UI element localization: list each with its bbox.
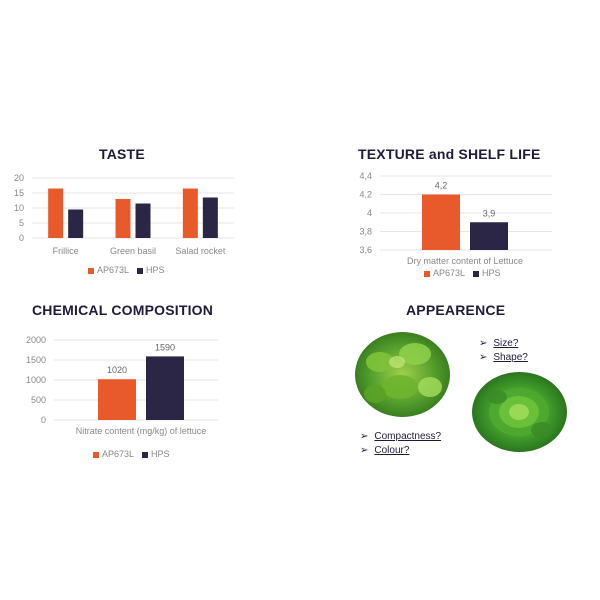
lettuce-compact-image bbox=[472, 372, 567, 452]
legend-label: AP673L bbox=[102, 449, 135, 459]
legend-item-hps: HPS bbox=[142, 449, 170, 459]
data-label: 1590 bbox=[155, 342, 175, 352]
y-tick-label: 4,4 bbox=[359, 171, 372, 181]
texture-chart: 3,6 3,8 4 4,2 4,4 4,2 3,9 Dry matter content of… bbox=[359, 171, 552, 266]
legend-item-ap673l: AP673L bbox=[93, 449, 134, 459]
bullet-compactness: ➢ Compactness? bbox=[360, 430, 441, 444]
arrow-bullet-icon: ➢ bbox=[479, 352, 488, 363]
y-tick-label: 20 bbox=[14, 173, 24, 183]
bullet-text: Size? bbox=[493, 338, 519, 349]
lettuce-photo-compact bbox=[472, 372, 567, 452]
legend-label: HPS bbox=[482, 268, 501, 278]
y-tick-label: 0 bbox=[19, 233, 24, 243]
appearance-title: APPEARENCE bbox=[406, 302, 506, 318]
bar-ap673l bbox=[98, 379, 136, 420]
chemical-legend: AP673L HPS bbox=[93, 449, 170, 459]
legend-swatch-ap673l bbox=[93, 451, 99, 458]
texture-legend: AP673L HPS bbox=[424, 268, 501, 278]
y-tick-label: 500 bbox=[31, 395, 46, 405]
bar-hps bbox=[68, 209, 84, 238]
y-tick-label: 4,2 bbox=[359, 190, 372, 200]
bar-hps bbox=[135, 203, 151, 238]
bullet-colour: ➢ Colour? bbox=[360, 444, 441, 458]
bar-hps bbox=[470, 222, 508, 250]
y-tick-label: 10 bbox=[14, 203, 24, 213]
lettuce-loose-image bbox=[355, 332, 450, 417]
x-category-label: Salad rocket bbox=[175, 246, 226, 256]
y-tick-label: 3,6 bbox=[359, 245, 372, 255]
legend-swatch-hps bbox=[473, 270, 480, 277]
legend-swatch-ap673l bbox=[88, 267, 94, 274]
bullet-size: ➢ Size? bbox=[479, 337, 528, 351]
chemical-chart: 0 500 1000 1500 2000 1020 1590 Nitrate content … bbox=[26, 335, 218, 436]
data-label: 3,9 bbox=[483, 208, 496, 218]
y-tick-label: 15 bbox=[14, 188, 24, 198]
y-tick-label: 1500 bbox=[26, 355, 46, 365]
y-tick-label: 2000 bbox=[26, 335, 46, 345]
lettuce-photo-loose bbox=[355, 332, 450, 417]
y-tick-label: 5 bbox=[19, 218, 24, 228]
x-category-label: Green basil bbox=[110, 246, 156, 256]
y-tick-label: 0 bbox=[41, 415, 46, 425]
data-label: 1020 bbox=[107, 365, 127, 375]
texture-title: TEXTURE and SHELF LIFE bbox=[358, 146, 541, 162]
bullet-text: Compactness? bbox=[374, 431, 442, 442]
taste-chart: 0 5 10 15 20 Frillice Green basil Salad rocket bbox=[14, 173, 234, 256]
legend-item-hps: HPS bbox=[473, 268, 501, 278]
bar-hps bbox=[146, 356, 184, 420]
appearance-bullets-top: ➢ Size? ➢ Shape? bbox=[479, 337, 528, 365]
legend-item-ap673l: AP673L bbox=[424, 268, 465, 278]
bullet-shape: ➢ Shape? bbox=[479, 351, 528, 365]
bar-ap673l bbox=[48, 188, 64, 238]
legend-label: AP673L bbox=[97, 265, 130, 275]
legend-label: HPS bbox=[151, 449, 170, 459]
legend-swatch-hps bbox=[137, 267, 144, 274]
bullet-text: Shape? bbox=[493, 352, 528, 363]
y-tick-label: 1000 bbox=[26, 375, 46, 385]
legend-label: AP673L bbox=[433, 268, 466, 278]
legend-item-ap673l: AP673L bbox=[88, 265, 129, 275]
x-axis-label: Nitrate content (mg/kg) of lettuce bbox=[76, 426, 207, 436]
bar-ap673l bbox=[115, 199, 131, 238]
y-tick-label: 4 bbox=[367, 208, 372, 218]
taste-legend: AP673L HPS bbox=[88, 265, 165, 275]
chemical-title: CHEMICAL COMPOSITION bbox=[32, 302, 214, 318]
legend-item-hps: HPS bbox=[137, 265, 165, 275]
x-category-label: Frillice bbox=[53, 246, 79, 256]
bar-ap673l bbox=[182, 188, 198, 238]
appearance-bullets-bottom: ➢ Compactness? ➢ Colour? bbox=[360, 430, 441, 458]
legend-swatch-ap673l bbox=[424, 270, 430, 277]
legend-label: HPS bbox=[146, 265, 165, 275]
taste-title: TASTE bbox=[99, 146, 145, 162]
data-label: 4,2 bbox=[435, 181, 448, 191]
bullet-text: Colour? bbox=[374, 445, 410, 456]
arrow-bullet-icon: ➢ bbox=[479, 338, 488, 349]
legend-swatch-hps bbox=[142, 451, 149, 458]
y-tick-label: 3,8 bbox=[359, 227, 372, 237]
arrow-bullet-icon: ➢ bbox=[360, 431, 369, 442]
x-axis-label: Dry matter content of Lettuce bbox=[407, 256, 523, 266]
bar-ap673l bbox=[422, 194, 460, 250]
bar-hps bbox=[202, 197, 218, 238]
arrow-bullet-icon: ➢ bbox=[360, 445, 369, 456]
